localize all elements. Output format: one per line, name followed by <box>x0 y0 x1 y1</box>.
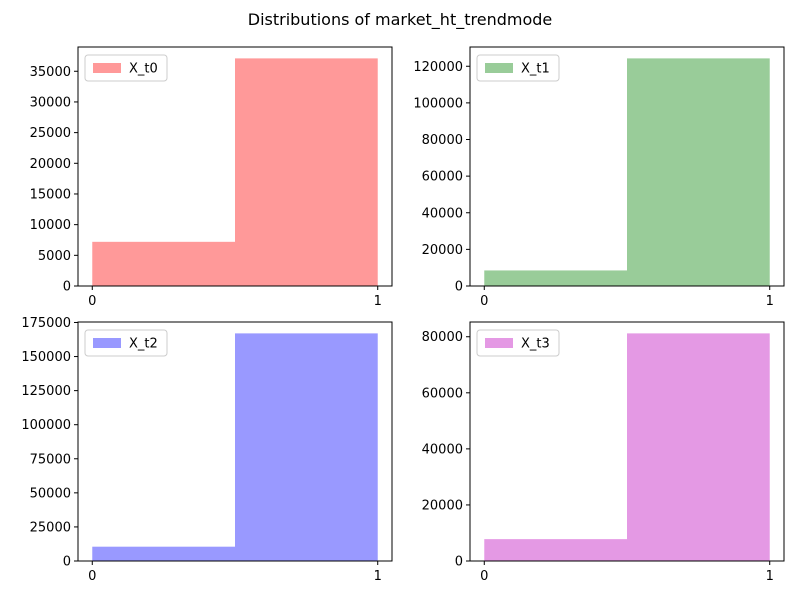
histogram-bar <box>235 58 378 286</box>
y-tick-label: 0 <box>455 280 463 295</box>
y-tick-label: 5000 <box>38 249 71 264</box>
legend-swatch <box>485 63 513 73</box>
y-tick-label: 25000 <box>30 520 71 535</box>
histogram-bar <box>484 539 627 561</box>
y-tick-label: 120000 <box>413 60 463 75</box>
x-tick-label: 1 <box>766 569 774 584</box>
x-tick-label: 0 <box>88 569 96 584</box>
x-tick-label: 1 <box>374 569 382 584</box>
legend-label: X_t3 <box>521 337 550 352</box>
subplot-0: 0 5000 10000 15000 20000 25000 30000 35000 0 1 X_t… <box>30 46 393 309</box>
x-tick-label: 1 <box>374 294 382 309</box>
y-tick-label: 20000 <box>422 498 463 513</box>
legend-label: X_t1 <box>521 62 550 77</box>
y-tick-label: 0 <box>455 555 463 570</box>
y-tick-label: 35000 <box>30 65 71 80</box>
subplot-2: 0 25000 50000 75000 100000 125000 150000 175000… <box>21 316 393 584</box>
y-tick-label: 40000 <box>422 442 463 457</box>
legend-label: X_t0 <box>129 62 158 77</box>
y-tick-label: 75000 <box>30 452 71 467</box>
legend-label: X_t2 <box>129 337 158 352</box>
legend-swatch <box>93 338 121 348</box>
y-tick-label: 15000 <box>30 187 71 202</box>
y-tick-label: 100000 <box>413 96 463 111</box>
histogram-bar <box>92 546 235 561</box>
legend-swatch <box>485 338 513 348</box>
x-tick-label: 0 <box>88 294 96 309</box>
y-tick-label: 100000 <box>21 418 71 433</box>
y-tick-label: 0 <box>63 280 71 295</box>
subplot-1: 0 20000 40000 60000 80000 100000 120000 0 1 X_t1 <box>413 46 785 309</box>
y-tick-label: 40000 <box>422 206 463 221</box>
figure-title: Distributions of market_ht_trendmode <box>248 10 552 30</box>
subplot-3: 0 20000 40000 60000 80000 0 1 X_t3 <box>422 321 785 584</box>
x-tick-label: 0 <box>480 294 488 309</box>
legend-box <box>84 329 168 357</box>
y-tick-label: 80000 <box>422 330 463 345</box>
legend-swatch <box>93 63 121 73</box>
legend-box <box>476 329 560 357</box>
histogram-bar <box>235 333 378 561</box>
legend-box <box>476 54 560 82</box>
legend: X_t3 <box>476 329 560 357</box>
axes-frame <box>77 321 393 562</box>
axes-frame <box>77 46 393 287</box>
histogram-bar <box>92 241 235 286</box>
y-tick-label: 175000 <box>21 316 71 331</box>
legend: X_t1 <box>476 54 560 82</box>
y-tick-label: 25000 <box>30 126 71 141</box>
axes-frame <box>469 321 785 562</box>
legend: X_t2 <box>84 329 168 357</box>
y-tick-label: 50000 <box>30 486 71 501</box>
y-tick-label: 125000 <box>21 384 71 399</box>
legend: X_t0 <box>84 54 168 82</box>
axes-frame <box>469 46 785 287</box>
y-tick-label: 150000 <box>21 350 71 365</box>
y-tick-label: 20000 <box>30 157 71 172</box>
y-tick-label: 80000 <box>422 133 463 148</box>
y-tick-label: 30000 <box>30 95 71 110</box>
histogram-bar <box>627 58 770 286</box>
histogram-bar <box>627 333 770 561</box>
legend-box <box>84 54 168 82</box>
histogram-bar <box>484 270 627 286</box>
y-tick-label: 60000 <box>422 386 463 401</box>
x-tick-label: 0 <box>480 569 488 584</box>
y-tick-label: 10000 <box>30 218 71 233</box>
x-tick-label: 1 <box>766 294 774 309</box>
y-tick-label: 20000 <box>422 243 463 258</box>
y-tick-label: 60000 <box>422 170 463 185</box>
y-tick-label: 0 <box>63 555 71 570</box>
